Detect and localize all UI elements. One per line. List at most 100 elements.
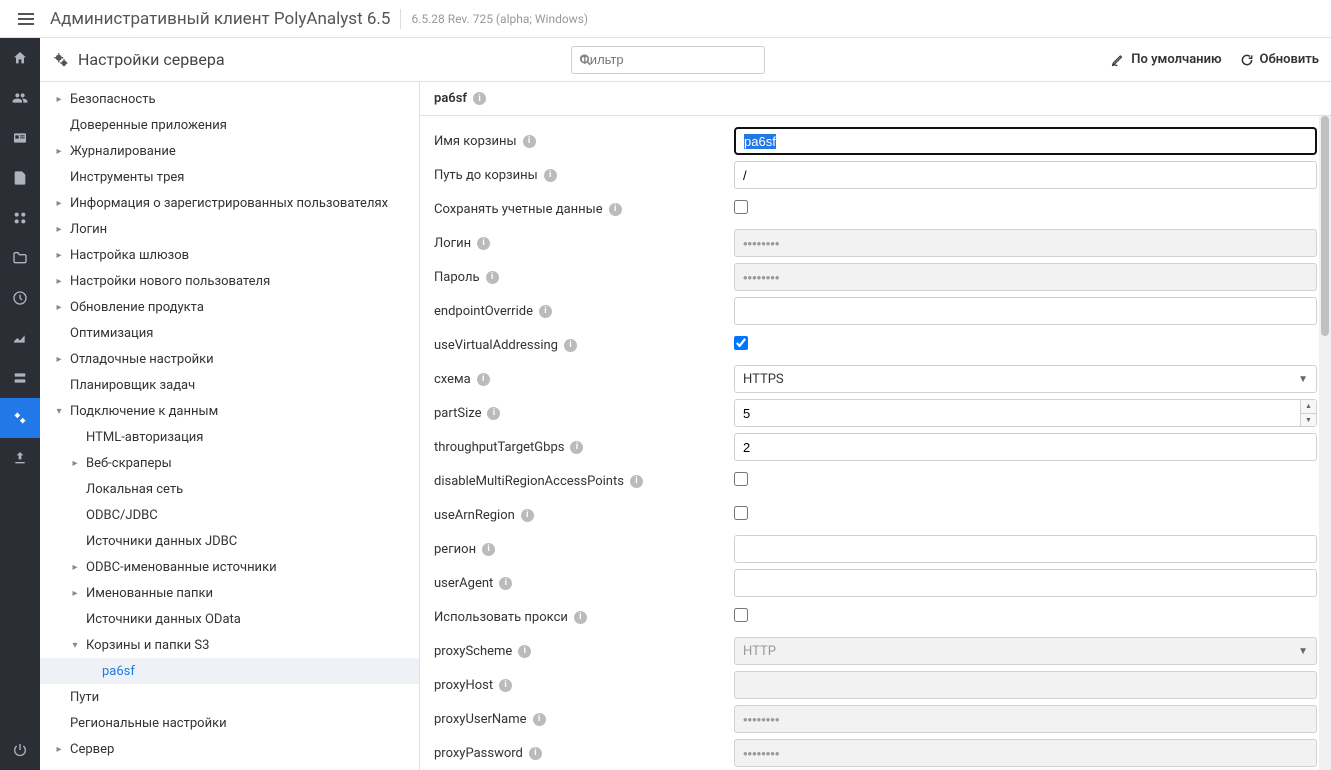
tree-item[interactable]: Инструменты трея bbox=[40, 164, 419, 190]
tree-item[interactable]: Локальная сеть bbox=[40, 476, 419, 502]
spinner-up[interactable]: ▲ bbox=[1301, 400, 1316, 414]
checkbox[interactable] bbox=[734, 472, 748, 486]
info-icon[interactable] bbox=[521, 509, 534, 522]
tree-item-label: Сервер bbox=[70, 742, 114, 757]
tree-caret-icon[interactable] bbox=[68, 458, 82, 469]
info-icon[interactable] bbox=[564, 339, 577, 352]
tree-item[interactable]: Настройки нового пользователя bbox=[40, 268, 419, 294]
info-icon[interactable] bbox=[499, 679, 512, 692]
info-icon[interactable] bbox=[518, 645, 531, 658]
info-icon[interactable] bbox=[486, 271, 499, 284]
rail-upload[interactable] bbox=[0, 438, 40, 478]
checkbox[interactable] bbox=[734, 336, 748, 350]
rail-modules[interactable] bbox=[0, 198, 40, 238]
tree-item[interactable]: Безопасность bbox=[40, 86, 419, 112]
rail-home[interactable] bbox=[0, 38, 40, 78]
info-icon[interactable] bbox=[523, 135, 536, 148]
tree-item[interactable]: Подключение к данным bbox=[40, 398, 419, 424]
checkbox[interactable] bbox=[734, 200, 748, 214]
rail-clock[interactable] bbox=[0, 278, 40, 318]
form-label: Логин bbox=[434, 236, 724, 251]
info-icon[interactable] bbox=[473, 92, 486, 105]
tree-item-label: Журналирование bbox=[70, 144, 176, 159]
tree-item[interactable]: Планировщик задач bbox=[40, 372, 419, 398]
tree-caret-icon[interactable] bbox=[52, 198, 66, 209]
rail-page[interactable] bbox=[0, 158, 40, 198]
checkbox[interactable] bbox=[734, 506, 748, 520]
info-icon[interactable] bbox=[630, 475, 643, 488]
tree-caret-icon[interactable] bbox=[52, 224, 66, 235]
tree-caret-icon[interactable] bbox=[52, 406, 66, 417]
text-input[interactable] bbox=[734, 297, 1317, 325]
info-icon[interactable] bbox=[539, 305, 552, 318]
tree-caret-icon[interactable] bbox=[52, 250, 66, 261]
tree-item[interactable]: Обновление продукта bbox=[40, 294, 419, 320]
text-input[interactable] bbox=[734, 127, 1317, 155]
tree-caret-icon[interactable] bbox=[68, 588, 82, 599]
rail-power[interactable] bbox=[0, 730, 40, 770]
tree-caret-icon[interactable] bbox=[52, 276, 66, 287]
info-icon[interactable] bbox=[533, 713, 546, 726]
hamburger-menu[interactable] bbox=[8, 1, 44, 37]
tree-item-label: pa6sf bbox=[102, 664, 135, 679]
tree-item[interactable]: Источники данных JDBC bbox=[40, 528, 419, 554]
select[interactable]: HTTPS▼ bbox=[734, 365, 1317, 393]
rail-folder[interactable] bbox=[0, 238, 40, 278]
tree-item[interactable]: Корзины и папки S3 bbox=[40, 632, 419, 658]
tree-caret-icon[interactable] bbox=[68, 640, 82, 651]
checkbox[interactable] bbox=[734, 608, 748, 622]
info-icon[interactable] bbox=[477, 237, 490, 250]
scrollbar-thumb[interactable] bbox=[1321, 116, 1329, 336]
text-input[interactable] bbox=[734, 535, 1317, 563]
tree-item[interactable]: Веб-скраперы bbox=[40, 450, 419, 476]
tree-item[interactable]: Источники данных OData bbox=[40, 606, 419, 632]
spinner-down[interactable]: ▼ bbox=[1301, 414, 1316, 427]
tree-item[interactable]: Именованные папки bbox=[40, 580, 419, 606]
tree-item[interactable]: Доверенные приложения bbox=[40, 112, 419, 138]
scrollbar[interactable] bbox=[1319, 116, 1331, 770]
tree-item[interactable]: Логин bbox=[40, 216, 419, 242]
text-input[interactable] bbox=[734, 569, 1317, 597]
tree-item[interactable]: Сервер bbox=[40, 736, 419, 762]
refresh-button[interactable]: Обновить bbox=[1240, 52, 1319, 67]
tree-item[interactable]: pa6sf bbox=[40, 658, 419, 684]
default-button[interactable]: По умолчанию bbox=[1111, 52, 1221, 67]
tree-caret-icon[interactable] bbox=[52, 302, 66, 313]
info-icon[interactable] bbox=[482, 543, 495, 556]
text-input[interactable] bbox=[734, 161, 1317, 189]
number-spinner[interactable]: ▲▼ bbox=[1300, 400, 1316, 426]
rail-server[interactable] bbox=[0, 358, 40, 398]
tree-item[interactable]: Журналирование bbox=[40, 138, 419, 164]
text-input[interactable] bbox=[734, 433, 1317, 461]
number-input[interactable] bbox=[734, 399, 1317, 427]
info-icon[interactable] bbox=[487, 407, 500, 420]
rail-chart[interactable] bbox=[0, 318, 40, 358]
tree-item[interactable]: Отладочные настройки bbox=[40, 346, 419, 372]
tree-caret-icon[interactable] bbox=[52, 354, 66, 365]
tree-item[interactable]: Информация о зарегистрированных пользова… bbox=[40, 190, 419, 216]
rail-settings[interactable] bbox=[0, 398, 40, 438]
tree-item[interactable]: ODBC-именованные источники bbox=[40, 554, 419, 580]
tree-item[interactable]: Оптимизация bbox=[40, 320, 419, 346]
rail-users[interactable] bbox=[0, 78, 40, 118]
info-icon[interactable] bbox=[499, 577, 512, 590]
info-icon[interactable] bbox=[544, 169, 557, 182]
tree-item[interactable]: HTML-авторизация bbox=[40, 424, 419, 450]
filter-input[interactable] bbox=[571, 46, 765, 74]
info-icon[interactable] bbox=[570, 441, 583, 454]
info-icon[interactable] bbox=[477, 373, 490, 386]
info-icon[interactable] bbox=[609, 203, 622, 216]
tree-caret-icon[interactable] bbox=[52, 94, 66, 105]
info-icon[interactable] bbox=[529, 747, 542, 760]
tree-item[interactable]: Настройка шлюзов bbox=[40, 242, 419, 268]
tree-item[interactable]: Региональные настройки bbox=[40, 710, 419, 736]
tree-item[interactable]: Пути bbox=[40, 684, 419, 710]
tree-caret-icon[interactable] bbox=[68, 562, 82, 573]
tree-caret-icon[interactable] bbox=[52, 146, 66, 157]
form-control: ▲▼ bbox=[734, 399, 1317, 427]
info-icon[interactable] bbox=[574, 611, 587, 624]
tree-item[interactable]: ODBC/JDBC bbox=[40, 502, 419, 528]
tree-caret-icon[interactable] bbox=[52, 744, 66, 755]
rail-id-card[interactable] bbox=[0, 118, 40, 158]
form-control bbox=[734, 569, 1317, 597]
